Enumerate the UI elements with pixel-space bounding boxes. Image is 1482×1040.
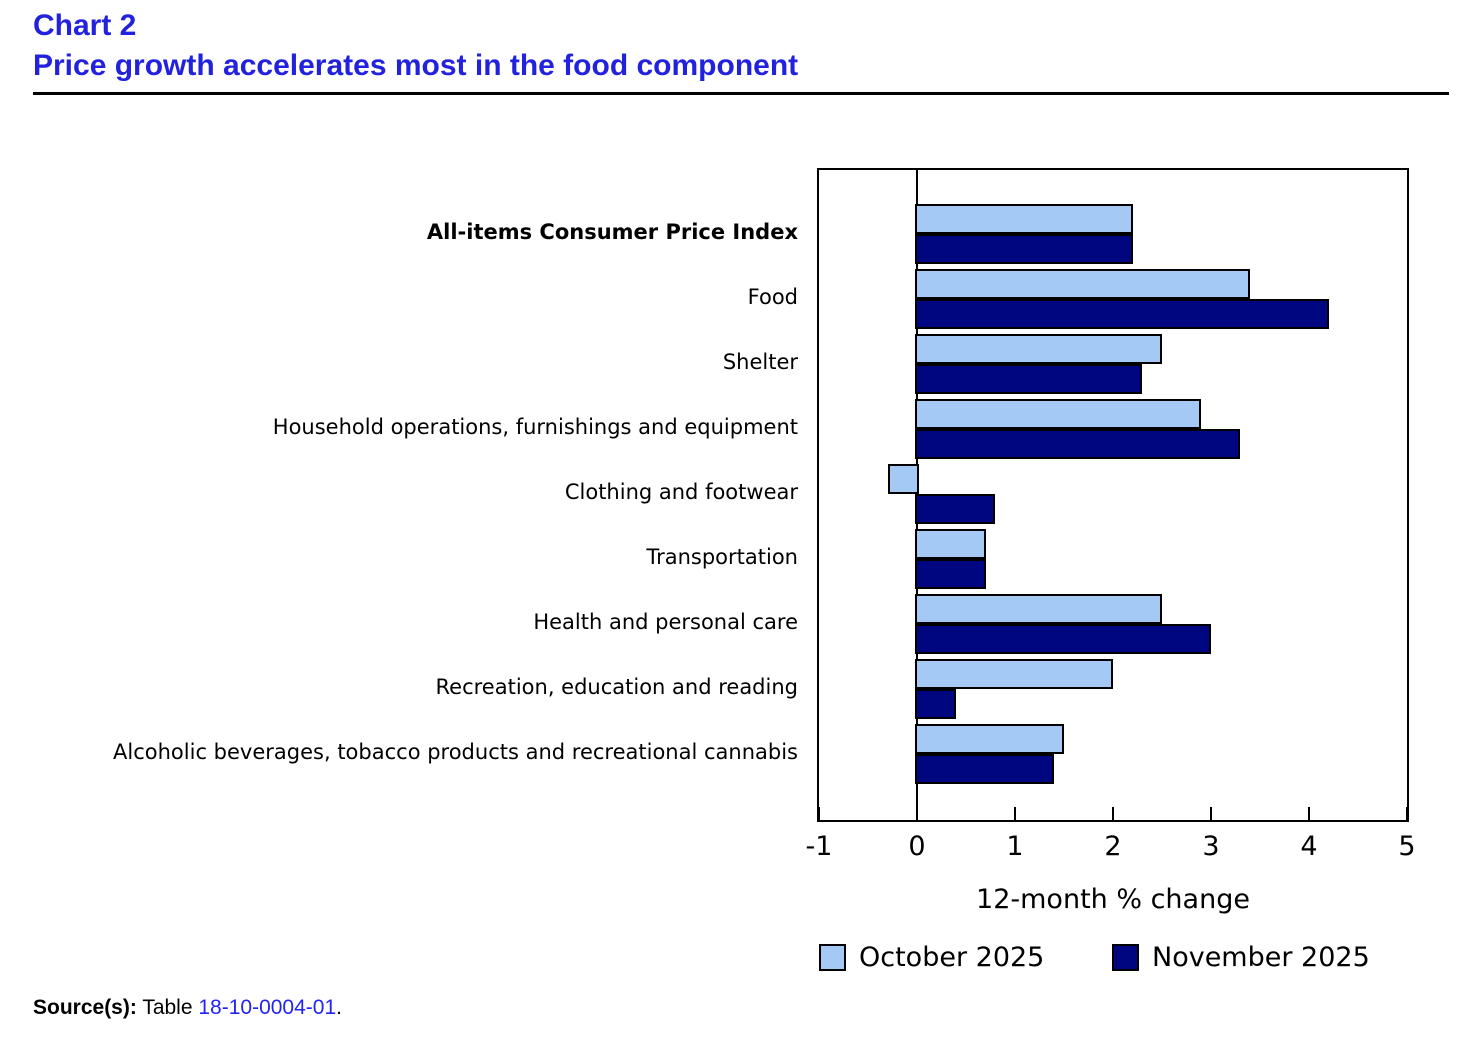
bar-november-2025-all-items-consumer-price-index [915,234,1133,264]
chart-heading: Price growth accelerates most in the foo… [33,49,799,82]
x-axis-tick [1014,807,1016,820]
title-divider [33,92,1449,95]
bar-november-2025-food [915,299,1329,329]
chart-title-block: Chart 2 Price growth accelerates most in… [33,6,798,86]
bar-october-2025-alcoholic-beverages-tobacco-products-and-recreational-cannabis [915,724,1064,754]
plot-area [817,168,1409,822]
chart-number: Chart 2 [33,9,137,42]
category-label-transportation: Transportation [646,545,798,569]
bar-october-2025-transportation [915,529,986,559]
x-axis-tick [1406,807,1408,820]
legend-label-october-2025: October 2025 [859,942,1045,973]
bar-october-2025-recreation-education-and-reading [915,659,1113,689]
category-label-recreation-education-and-reading: Recreation, education and reading [435,675,798,699]
bar-november-2025-recreation-education-and-reading [915,689,957,719]
category-label-clothing-and-footwear: Clothing and footwear [564,480,798,504]
x-axis-tick-label: 2 [1104,831,1122,862]
bar-november-2025-alcoholic-beverages-tobacco-products-and-recreational-cannabis [915,754,1055,784]
bar-october-2025-food [915,269,1251,299]
x-axis-tick-label: 5 [1398,831,1416,862]
category-label-health-and-personal-care: Health and personal care [533,610,798,634]
legend-label-november-2025: November 2025 [1152,942,1370,973]
bar-october-2025-health-and-personal-care [915,594,1162,624]
x-axis-tick-label: -1 [805,831,833,862]
legend-swatch-november-2025 [1112,944,1139,971]
legend-item-november-2025: November 2025 [1112,942,1370,973]
bar-october-2025-household-operations-furnishings-and-equipment [915,399,1202,429]
bar-october-2025-all-items-consumer-price-index [915,204,1133,234]
legend-item-october-2025: October 2025 [819,942,1044,973]
x-axis-tick-label: 1 [1006,831,1024,862]
x-axis-title: 12-month % change [976,884,1250,915]
source-period: . [336,996,342,1019]
x-axis-tick [916,807,918,820]
legend-swatch-october-2025 [819,944,846,971]
x-axis-tick [1308,807,1310,820]
category-label-food: Food [747,285,798,309]
bar-october-2025-shelter [915,334,1162,364]
category-label-all-items-consumer-price-index: All-items Consumer Price Index [426,220,798,244]
x-axis-tick-label: 3 [1202,831,1220,862]
source-note: Source(s): Table 18-10-0004-01. [33,996,342,1020]
category-label-shelter: Shelter [722,350,798,374]
x-axis-tick [1112,807,1114,820]
x-axis-tick-label: 0 [908,831,926,862]
category-label-alcoholic-beverages-tobacco-products-and-recreational-cannabis: Alcoholic beverages, tobacco products an… [113,740,798,764]
bar-november-2025-household-operations-furnishings-and-equipment [915,429,1241,459]
bar-november-2025-shelter [915,364,1143,394]
bar-november-2025-clothing-and-footwear [915,494,996,524]
bar-november-2025-transportation [915,559,986,589]
x-axis-tick [1210,807,1212,820]
source-table-link[interactable]: 18-10-0004-01 [198,996,337,1019]
source-prefix: Source(s): [33,996,137,1019]
source-text: Table [136,996,199,1019]
x-axis-tick [818,807,820,820]
category-label-household-operations-furnishings-and-equipment: Household operations, furnishings and eq… [272,415,798,439]
bar-november-2025-health-and-personal-care [915,624,1211,654]
x-axis-tick-label: 4 [1300,831,1318,862]
bar-october-2025-clothing-and-footwear [887,464,919,494]
